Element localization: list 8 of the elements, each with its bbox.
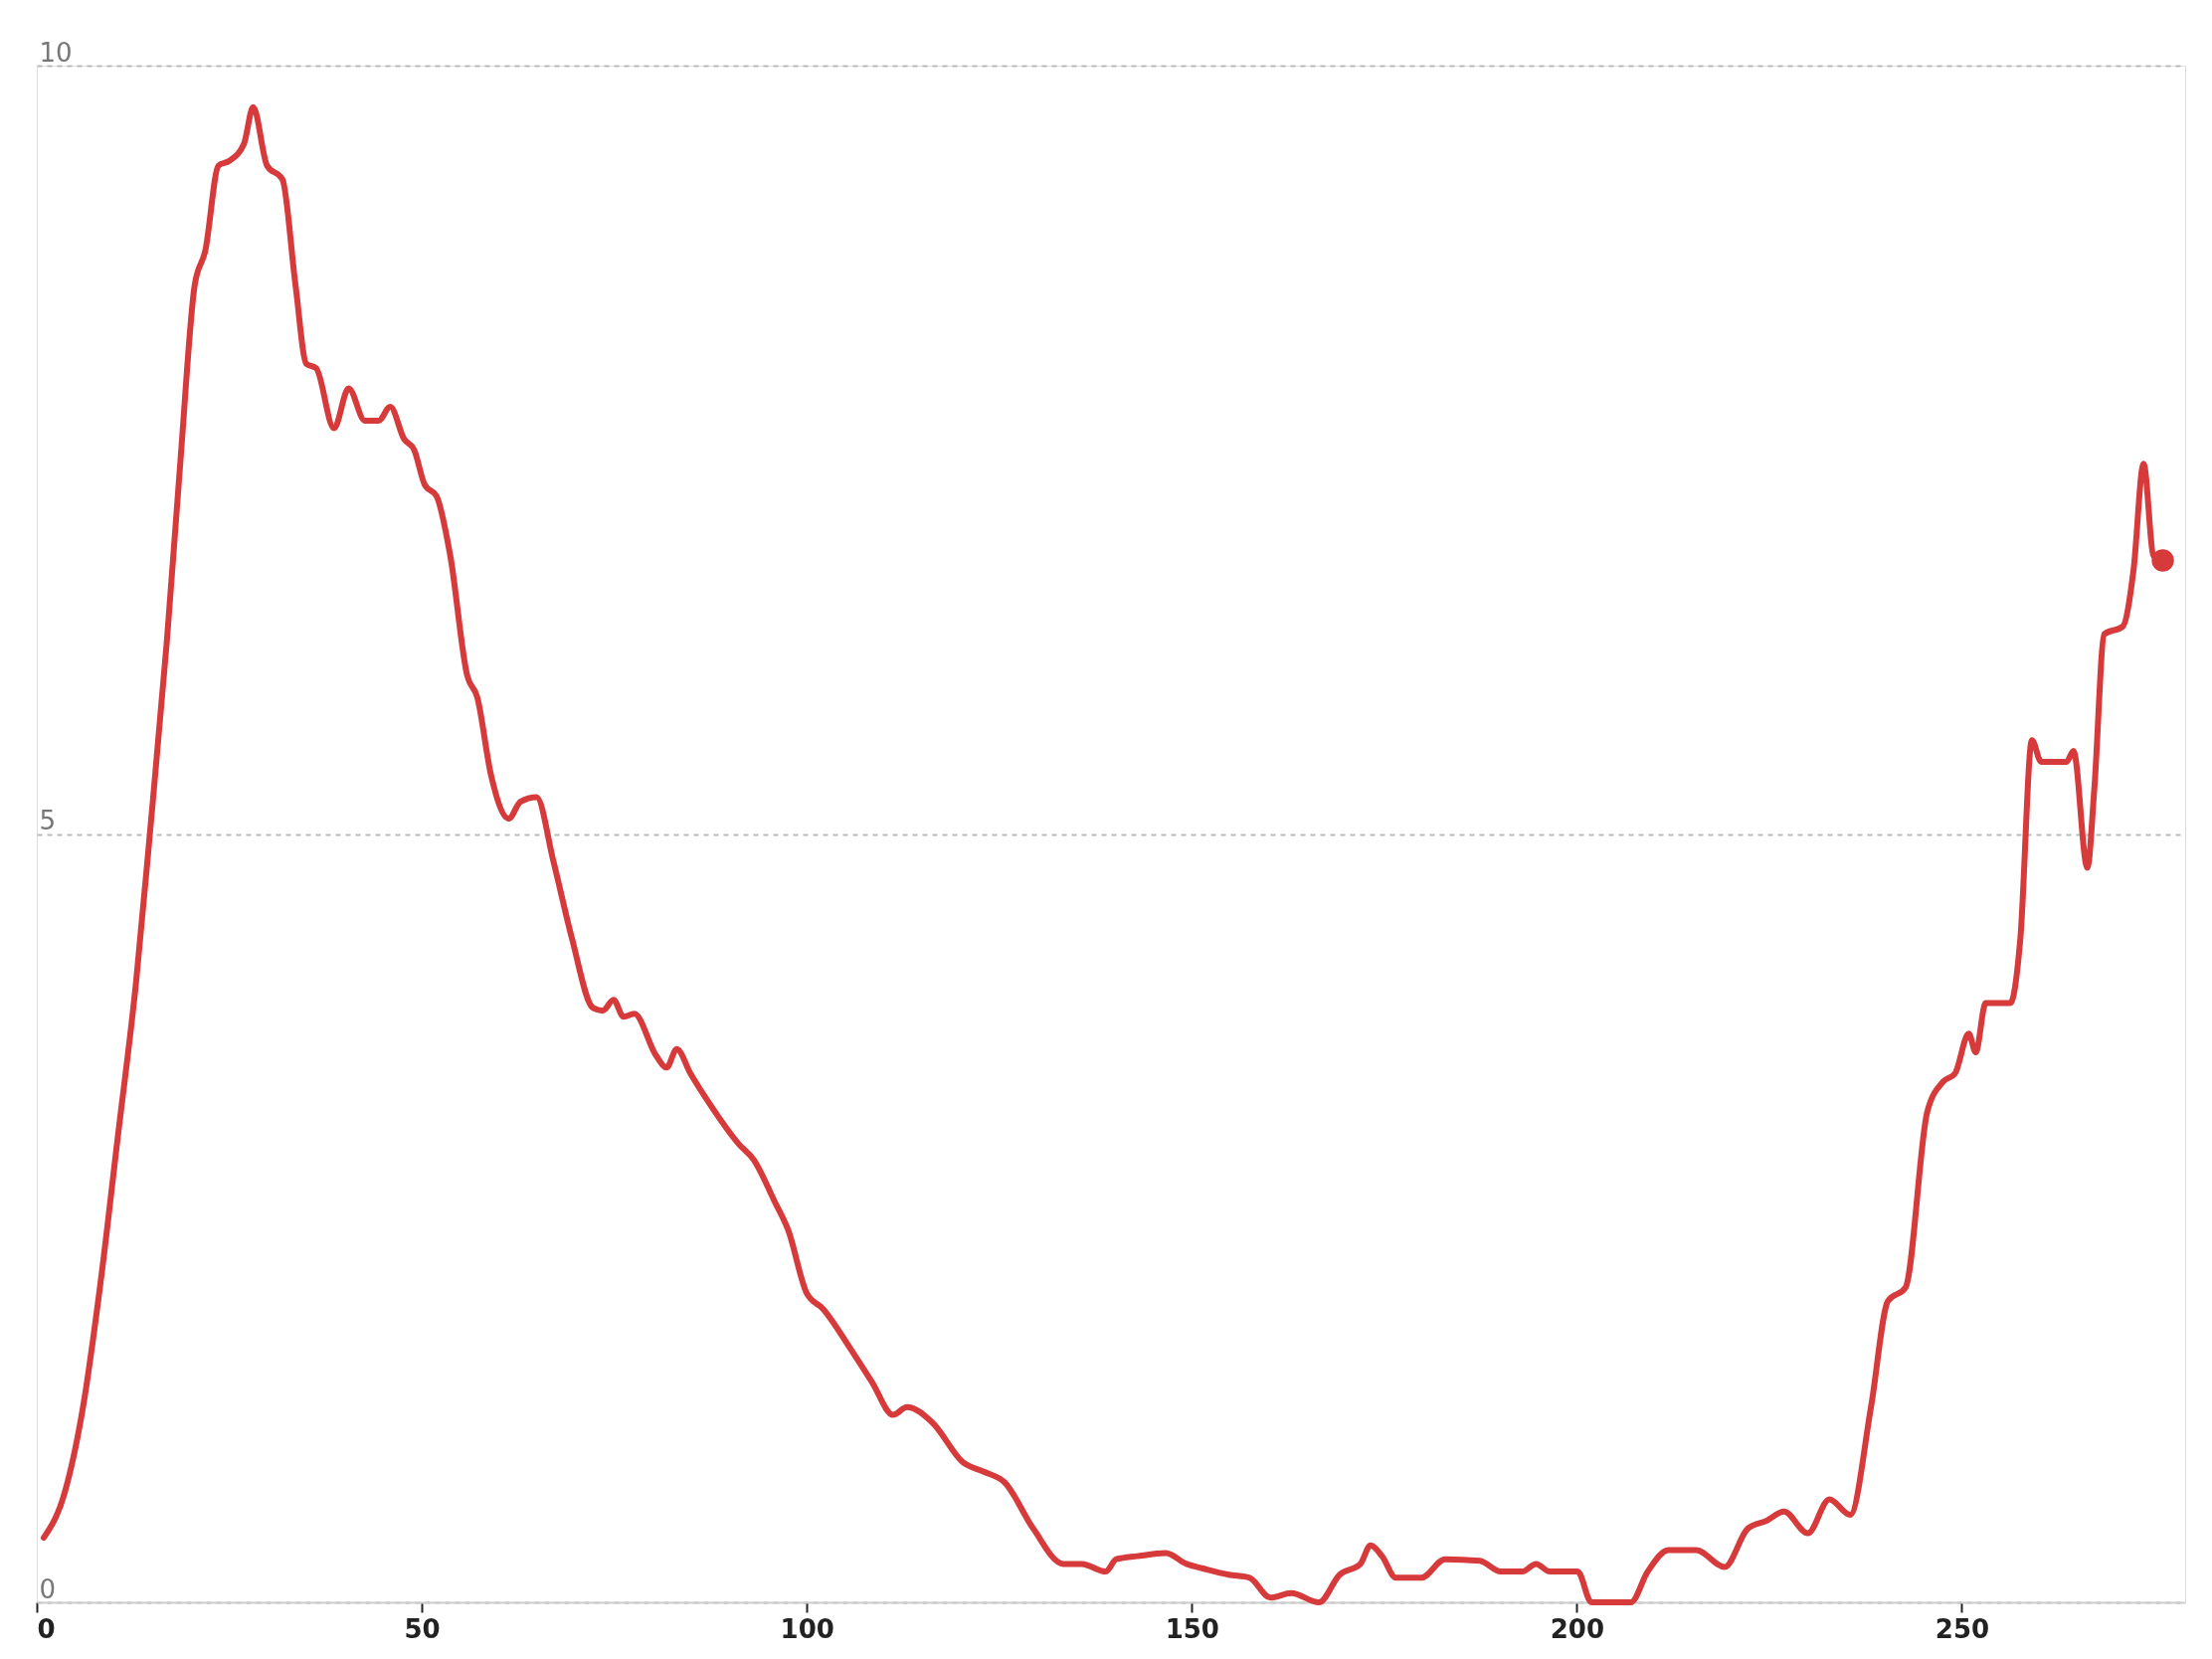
y-tick-label: 10 [39,37,73,68]
x-tick-label: 50 [404,1613,441,1644]
x-tick-label: 200 [1550,1613,1605,1644]
y-tick-label: 5 [39,806,57,835]
x-tick-label: 250 [1935,1613,1990,1644]
x-tick-label: 100 [780,1613,834,1644]
y-tick-label: 0 [39,1573,57,1604]
x-tick-label: 150 [1165,1613,1219,1644]
